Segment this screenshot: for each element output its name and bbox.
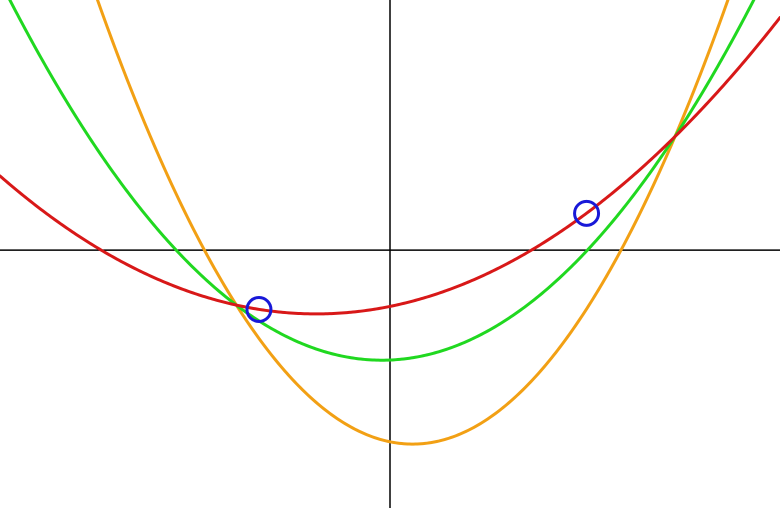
parabola-orange: [72, 0, 753, 444]
parabola-family-chart: [0, 0, 780, 508]
